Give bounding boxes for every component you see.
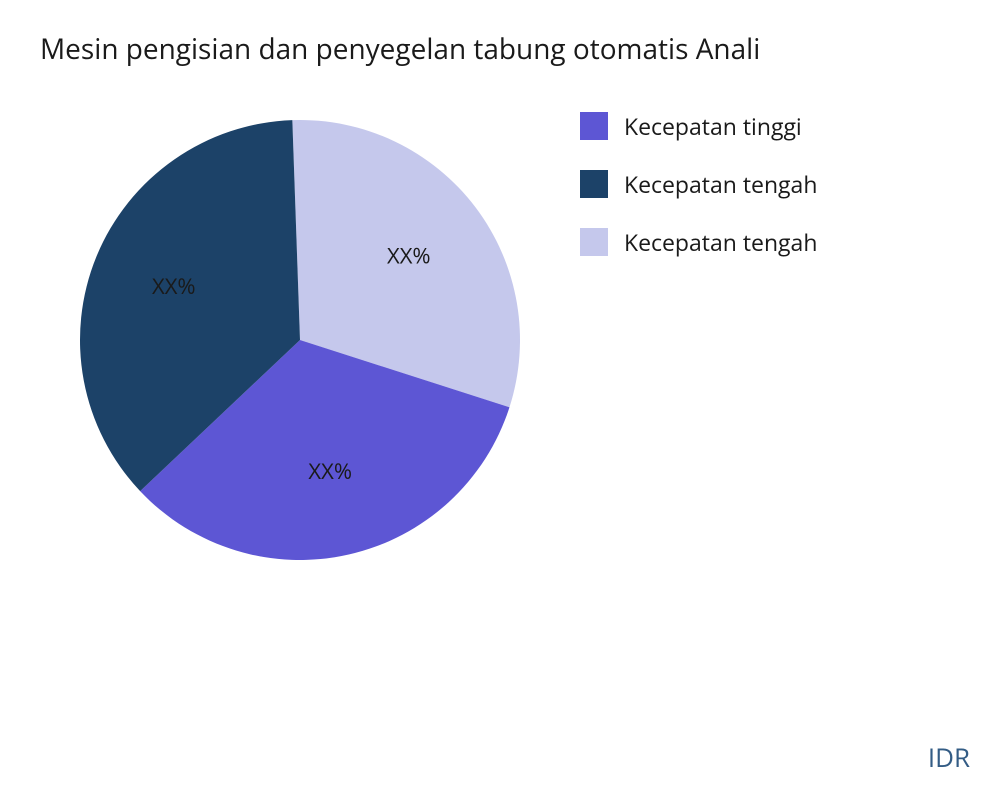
pie-chart: XX% XX% XX% xyxy=(60,100,540,580)
legend-swatch xyxy=(580,170,608,198)
pie-slice-label: XX% xyxy=(152,271,196,301)
legend-label: Kecepatan tengah xyxy=(624,168,817,200)
pie-slice-label: XX% xyxy=(308,456,352,486)
legend-swatch xyxy=(580,228,608,256)
legend-swatch xyxy=(580,112,608,140)
legend-label: Kecepatan tengah xyxy=(624,226,817,258)
legend-item: Kecepatan tinggi xyxy=(580,110,817,142)
legend-item: Kecepatan tengah xyxy=(580,226,817,258)
pie-slice-label: XX% xyxy=(387,241,431,271)
chart-title: Mesin pengisian dan penyegelan tabung ot… xyxy=(40,30,760,68)
pie-svg: XX% XX% XX% xyxy=(60,100,540,580)
legend: Kecepatan tinggi Kecepatan tengah Kecepata… xyxy=(580,110,817,258)
footer-currency: IDR xyxy=(928,739,970,775)
legend-item: Kecepatan tengah xyxy=(580,168,817,200)
legend-label: Kecepatan tinggi xyxy=(624,110,802,142)
